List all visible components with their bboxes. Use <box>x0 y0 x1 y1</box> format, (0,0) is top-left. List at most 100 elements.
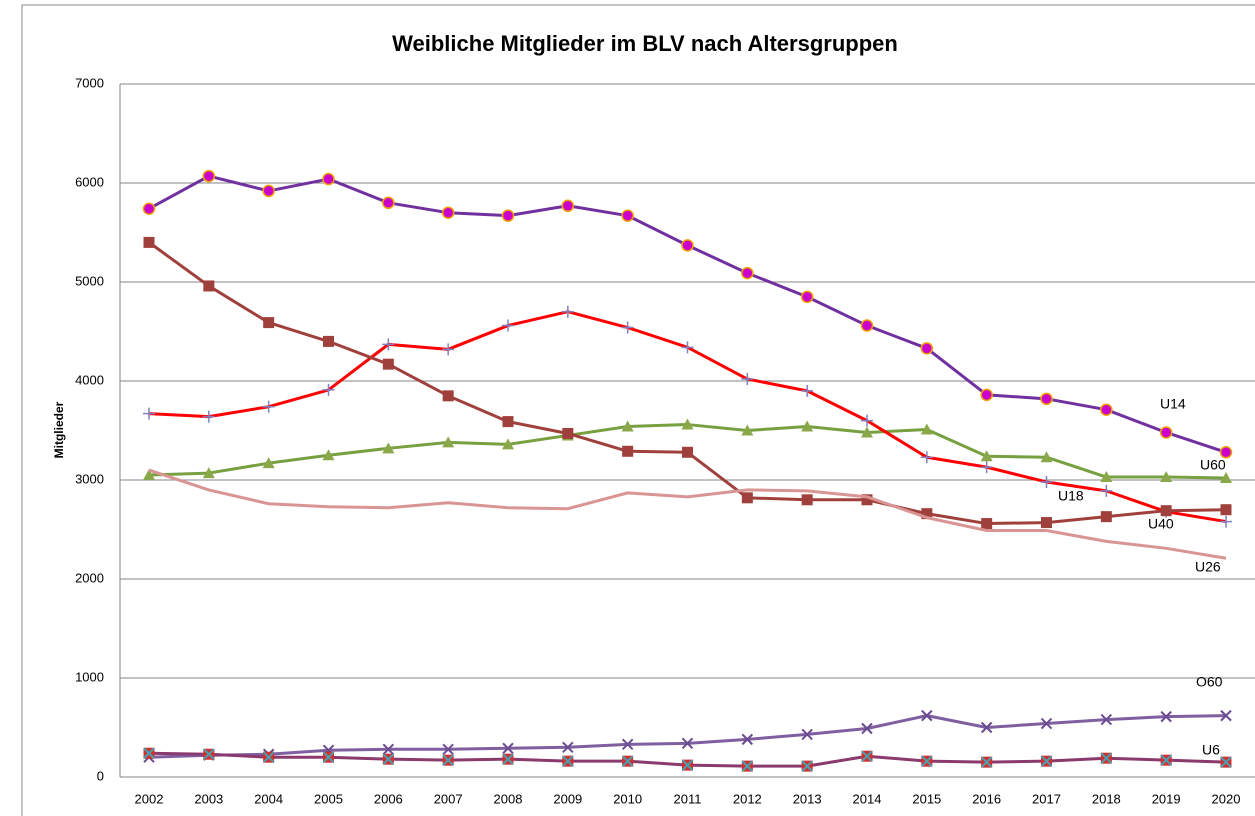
marker <box>980 461 993 474</box>
marker <box>1160 710 1172 723</box>
marker <box>1160 754 1172 766</box>
marker <box>741 733 754 746</box>
marker <box>1220 709 1232 722</box>
marker <box>861 494 873 506</box>
y-tick-label: 4000 <box>75 372 104 387</box>
marker <box>801 384 814 397</box>
x-tick-label: 2003 <box>194 791 223 806</box>
marker <box>921 755 933 767</box>
marker <box>501 209 515 222</box>
marker <box>1100 511 1112 523</box>
marker <box>621 738 634 751</box>
marker <box>1219 446 1233 459</box>
marker <box>1100 403 1113 416</box>
x-tick-label: 2018 <box>1092 791 1121 806</box>
marker <box>202 410 215 423</box>
x-tick-label: 2002 <box>135 791 164 806</box>
y-tick-label: 0 <box>97 768 104 783</box>
marker <box>322 172 335 186</box>
series-label: U26 <box>1195 559 1221 575</box>
marker <box>801 728 813 741</box>
marker <box>622 445 634 457</box>
marker <box>860 319 874 332</box>
marker <box>682 446 693 458</box>
marker <box>442 390 454 402</box>
marker <box>741 760 754 772</box>
marker <box>203 280 215 292</box>
y-tick-label: 6000 <box>75 174 104 189</box>
marker <box>1040 392 1053 406</box>
marker <box>980 756 993 768</box>
marker <box>502 753 514 765</box>
marker <box>921 508 933 520</box>
marker <box>322 751 335 763</box>
marker <box>143 407 155 420</box>
y-tick-label: 7000 <box>75 75 104 90</box>
marker <box>681 239 694 252</box>
marker <box>681 759 694 771</box>
marker <box>562 741 574 754</box>
marker <box>920 342 934 355</box>
marker <box>1040 755 1053 767</box>
marker <box>142 202 156 215</box>
y-tick-label: 3000 <box>75 471 104 486</box>
x-tick-label: 2020 <box>1212 791 1241 806</box>
y-tick-label: 2000 <box>75 570 104 585</box>
marker <box>741 266 754 280</box>
marker <box>442 743 454 755</box>
x-tick-label: 2013 <box>793 791 822 806</box>
series-label: U18 <box>1058 488 1084 504</box>
marker <box>861 414 873 427</box>
x-tick-label: 2004 <box>254 791 283 806</box>
marker <box>322 449 335 461</box>
marker <box>262 184 275 198</box>
marker <box>681 737 694 750</box>
marker <box>621 755 634 767</box>
marker <box>1100 713 1113 726</box>
marker <box>442 754 454 766</box>
marker <box>861 750 873 762</box>
marker <box>382 196 395 210</box>
series-label: U60 <box>1200 457 1226 473</box>
marker <box>621 420 634 432</box>
marker <box>1040 717 1053 730</box>
marker <box>861 426 873 438</box>
marker <box>561 199 575 213</box>
marker <box>1160 505 1172 517</box>
y-tick-label: 1000 <box>75 669 104 684</box>
x-tick-label: 2014 <box>853 791 882 806</box>
marker <box>801 494 813 506</box>
marker <box>143 747 155 759</box>
series-label: O60 <box>1196 674 1223 690</box>
marker <box>981 518 993 530</box>
x-tick-label: 2007 <box>434 791 463 806</box>
marker <box>1100 484 1113 497</box>
marker <box>1220 472 1232 484</box>
marker <box>562 427 574 439</box>
x-tick-label: 2011 <box>674 791 702 806</box>
marker <box>980 388 993 402</box>
marker <box>681 341 694 354</box>
marker <box>442 343 455 356</box>
marker <box>441 206 455 219</box>
marker <box>382 338 395 351</box>
marker <box>1160 471 1173 483</box>
marker <box>741 424 754 436</box>
marker <box>921 709 933 722</box>
marker <box>322 383 335 396</box>
x-tick-label: 2019 <box>1152 791 1181 806</box>
marker <box>1100 752 1113 764</box>
marker <box>800 290 814 304</box>
marker <box>382 358 394 370</box>
marker <box>262 457 275 469</box>
marker <box>143 236 155 248</box>
marker <box>1040 475 1053 488</box>
chart-title: Weibliche Mitglieder im BLV nach Altersg… <box>392 31 898 56</box>
y-tick-label: 5000 <box>75 273 104 288</box>
marker <box>502 319 514 332</box>
marker <box>323 335 334 347</box>
marker <box>1220 504 1232 516</box>
marker <box>561 305 574 318</box>
series-label: U6 <box>1202 742 1220 758</box>
